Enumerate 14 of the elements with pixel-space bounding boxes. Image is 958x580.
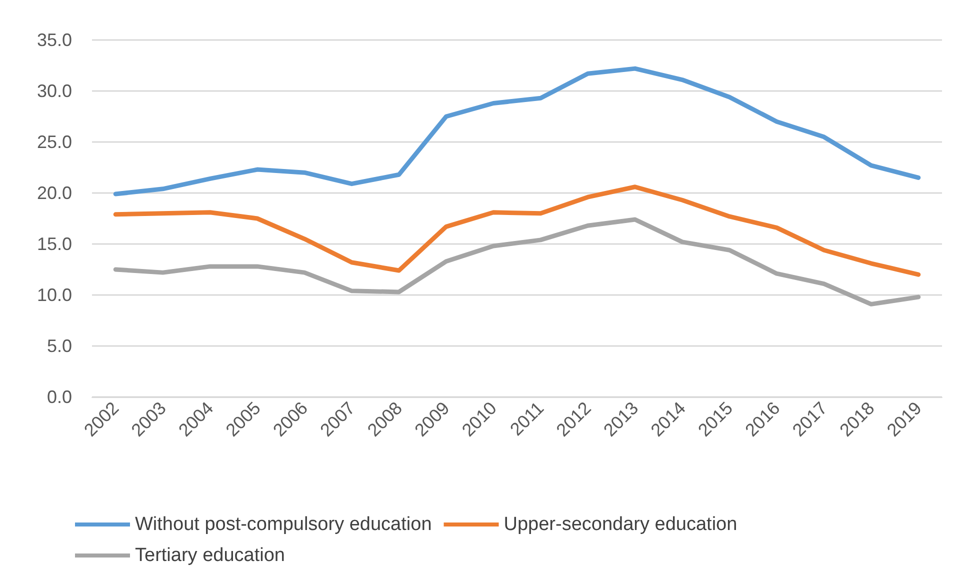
y-tick-label: 20.0 [36,183,72,203]
line-series [113,184,921,277]
y-tick-label: 0.0 [46,387,72,407]
y-tick-label: 15.0 [36,234,72,254]
y-tick-label: 25.0 [36,132,72,152]
y-tick-label: 5.0 [46,336,72,356]
line-series [113,66,921,196]
legend-label: Without post-compulsory education [135,514,432,535]
legend-label: Tertiary education [135,545,285,566]
y-tick-label: 35.0 [36,30,72,50]
line-series [113,217,921,306]
y-tick-label: 30.0 [36,81,72,101]
y-tick-label: 10.0 [36,285,72,305]
legend-label: Upper-secondary education [504,514,738,535]
